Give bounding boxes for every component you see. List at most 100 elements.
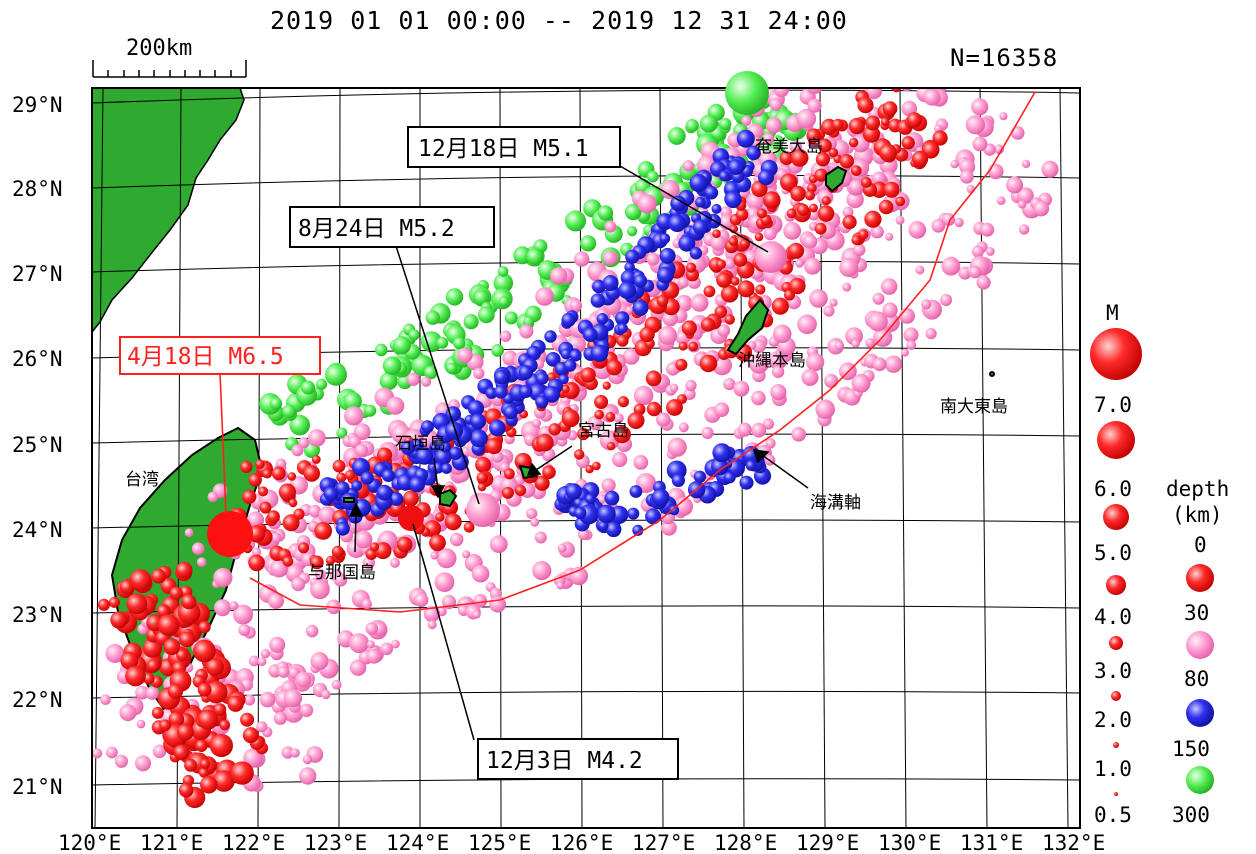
hypocenter-marker	[865, 338, 875, 348]
hypocenter-marker	[633, 385, 654, 406]
hypocenter-marker	[470, 413, 486, 430]
lon-label: 121°E	[140, 831, 203, 854]
hypocenter-marker	[349, 633, 369, 654]
place-amami: 奄美大島	[755, 137, 823, 157]
mag-label: 2.0	[1094, 708, 1132, 732]
hypocenter-marker	[301, 380, 315, 395]
lat-label: 28°N	[12, 177, 63, 201]
hypocenter-marker	[233, 604, 253, 625]
hypocenter-marker	[915, 265, 925, 275]
hypocenter-marker	[627, 226, 638, 237]
hypocenter-marker	[639, 326, 655, 343]
hypocenter-marker	[627, 412, 645, 429]
hypocenter-marker	[289, 414, 311, 436]
hypocenter-marker	[375, 343, 388, 357]
hypocenter-marker	[408, 329, 420, 341]
hypocenter-marker	[931, 218, 946, 233]
hypocenter-marker	[1017, 187, 1034, 204]
hypocenter-marker	[590, 344, 609, 362]
hypocenter-marker	[585, 493, 596, 505]
hypocenter-marker	[737, 422, 752, 437]
hypocenter-marker	[783, 222, 802, 240]
hypocenter-marker	[842, 206, 854, 218]
hypocenter-marker	[871, 225, 884, 239]
hypocenter-marker	[604, 490, 620, 506]
hypocenter-marker	[908, 221, 927, 239]
hypocenter-marker	[797, 314, 817, 335]
hypocenter-marker	[666, 399, 683, 416]
lon-label: 124°E	[386, 831, 449, 854]
hypocenter-marker	[711, 203, 722, 214]
svg-text:12月18日 M5.1: 12月18日 M5.1	[418, 136, 589, 162]
hypocenter-marker	[999, 112, 1008, 121]
hypocenter-marker	[878, 199, 894, 215]
amami-island	[825, 165, 848, 193]
hypocenter-marker	[156, 604, 171, 618]
hypocenter-marker	[872, 357, 887, 372]
hypocenter-marker	[667, 127, 686, 145]
hypocenter-marker	[728, 236, 738, 246]
hypocenter-marker	[613, 425, 631, 444]
hypocenter-marker	[671, 473, 686, 487]
hypocenter-marker	[903, 327, 919, 343]
hypocenter-marker	[380, 642, 394, 656]
hypocenter-marker	[758, 169, 774, 186]
hypocenter-marker	[618, 281, 636, 300]
hypocenter-marker	[853, 243, 866, 257]
hypocenter-marker	[548, 423, 561, 436]
hypocenter-marker	[675, 294, 693, 312]
hypocenter-marker	[689, 247, 703, 260]
hypocenter-marker	[867, 311, 888, 332]
hypocenter-marker	[682, 160, 694, 172]
hypocenter-marker	[864, 210, 882, 228]
hypocenter-marker	[305, 624, 319, 638]
hypocenter-marker	[229, 601, 239, 611]
hypocenter-marker	[114, 754, 128, 768]
hypocenter-marker	[906, 340, 917, 350]
hypocenter-marker	[489, 419, 506, 437]
hypocenter-marker	[765, 117, 782, 134]
hypocenter-marker	[692, 219, 709, 235]
mag-legend-title: M	[1106, 301, 1119, 325]
hypocenter-marker	[637, 194, 657, 214]
hypocenter-marker	[248, 473, 262, 487]
hypocenter-marker	[193, 639, 216, 663]
hypocenter-marker	[704, 185, 719, 200]
minamidaito-island	[989, 371, 995, 377]
hypocenter-marker	[839, 154, 854, 169]
hypocenter-marker	[120, 651, 139, 670]
hypocenter-marker	[323, 486, 339, 502]
hypocenter-marker	[577, 427, 590, 441]
hypocenter-marker	[580, 235, 597, 252]
event-box-apr18: 4月18日 M6.5	[119, 336, 321, 375]
hypocenter-marker	[271, 466, 286, 481]
hypocenter-marker	[513, 246, 532, 265]
hypocenter-marker	[807, 98, 822, 113]
hypocenter-marker	[809, 289, 828, 308]
hypocenter-marker	[391, 639, 400, 649]
hypocenter-marker	[765, 438, 776, 449]
hypocenter-marker	[558, 374, 569, 385]
hypocenter-marker	[420, 331, 442, 353]
hypocenter-marker	[366, 640, 375, 649]
hypocenter-marker	[592, 279, 606, 294]
hypocenter-marker	[703, 285, 716, 298]
hypocenter-marker	[695, 196, 706, 208]
trench-axis-line	[249, 91, 1036, 613]
hypocenter-marker	[667, 437, 687, 457]
hypocenter-marker	[543, 386, 560, 403]
hypocenter-marker	[430, 551, 439, 560]
hypocenter-marker	[369, 542, 380, 552]
hypocenter-marker	[414, 592, 429, 608]
hypocenter-marker	[965, 115, 986, 135]
lat-label: 21°N	[12, 775, 63, 799]
hypocenter-marker	[923, 88, 941, 106]
mag-label: 6.0	[1094, 477, 1132, 501]
hypocenter-marker	[333, 573, 348, 587]
hypocenter-marker	[205, 657, 224, 676]
hypocenter-marker	[268, 593, 284, 609]
hypocenter-marker	[762, 132, 775, 145]
hypocenter-marker	[535, 372, 549, 385]
hypocenter-marker	[532, 418, 542, 428]
lat-label: 26°N	[12, 347, 63, 371]
